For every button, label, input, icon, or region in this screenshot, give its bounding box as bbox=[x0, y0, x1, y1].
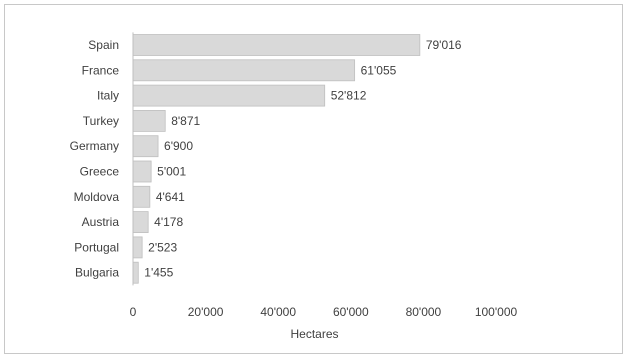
value-label-bulgaria: 1'455 bbox=[144, 266, 173, 280]
category-label-france: France bbox=[82, 63, 120, 77]
x-tick-label: 100'000 bbox=[475, 305, 518, 319]
value-label-greece: 5'001 bbox=[157, 165, 186, 179]
bar-france bbox=[132, 59, 356, 82]
x-axis-title: Hectares bbox=[290, 327, 338, 341]
category-label-germany: Germany bbox=[70, 139, 119, 153]
x-tick-label: 60'000 bbox=[333, 305, 369, 319]
value-label-moldova: 4'641 bbox=[156, 190, 185, 204]
bar-spain bbox=[132, 34, 421, 56]
category-labels: Spain France Italy Turkey Germany Greece Moldo… bbox=[70, 38, 120, 280]
category-label-turkey: Turkey bbox=[83, 114, 119, 128]
bar-greece bbox=[132, 160, 152, 183]
category-label-austria: Austria bbox=[82, 215, 120, 229]
value-labels: 79'016 61'055 52'812 8'871 6'900 5'001 4'641 4'… bbox=[144, 38, 462, 280]
x-tick-label: 40'000 bbox=[260, 305, 296, 319]
value-label-portugal: 2'523 bbox=[148, 240, 177, 254]
value-label-austria: 4'178 bbox=[154, 215, 183, 229]
bar-portugal bbox=[132, 236, 143, 259]
bar-austria bbox=[132, 211, 149, 234]
bar-moldova bbox=[132, 185, 151, 208]
bar-bulgaria bbox=[132, 261, 139, 284]
bar-italy bbox=[132, 84, 326, 107]
x-tick-labels: 0 20'000 40'000 60'000 80'000 100'000 bbox=[130, 305, 518, 319]
category-label-spain: Spain bbox=[88, 38, 119, 52]
value-label-germany: 6'900 bbox=[164, 139, 193, 153]
bar-germany bbox=[132, 135, 159, 158]
x-tick-label: 20'000 bbox=[188, 305, 224, 319]
value-label-spain: 79'016 bbox=[426, 38, 462, 52]
category-label-moldova: Moldova bbox=[74, 190, 120, 204]
value-label-italy: 52'812 bbox=[331, 89, 367, 103]
x-tick-label: 80'000 bbox=[406, 305, 442, 319]
x-tick-label: 0 bbox=[130, 305, 137, 319]
category-label-portugal: Portugal bbox=[74, 240, 119, 254]
bars-group bbox=[132, 34, 421, 284]
value-label-turkey: 8'871 bbox=[171, 114, 200, 128]
value-label-france: 61'055 bbox=[361, 63, 397, 77]
category-label-bulgaria: Bulgaria bbox=[75, 266, 119, 280]
category-label-greece: Greece bbox=[80, 165, 120, 179]
bar-turkey bbox=[132, 110, 166, 132]
category-label-italy: Italy bbox=[97, 89, 119, 103]
